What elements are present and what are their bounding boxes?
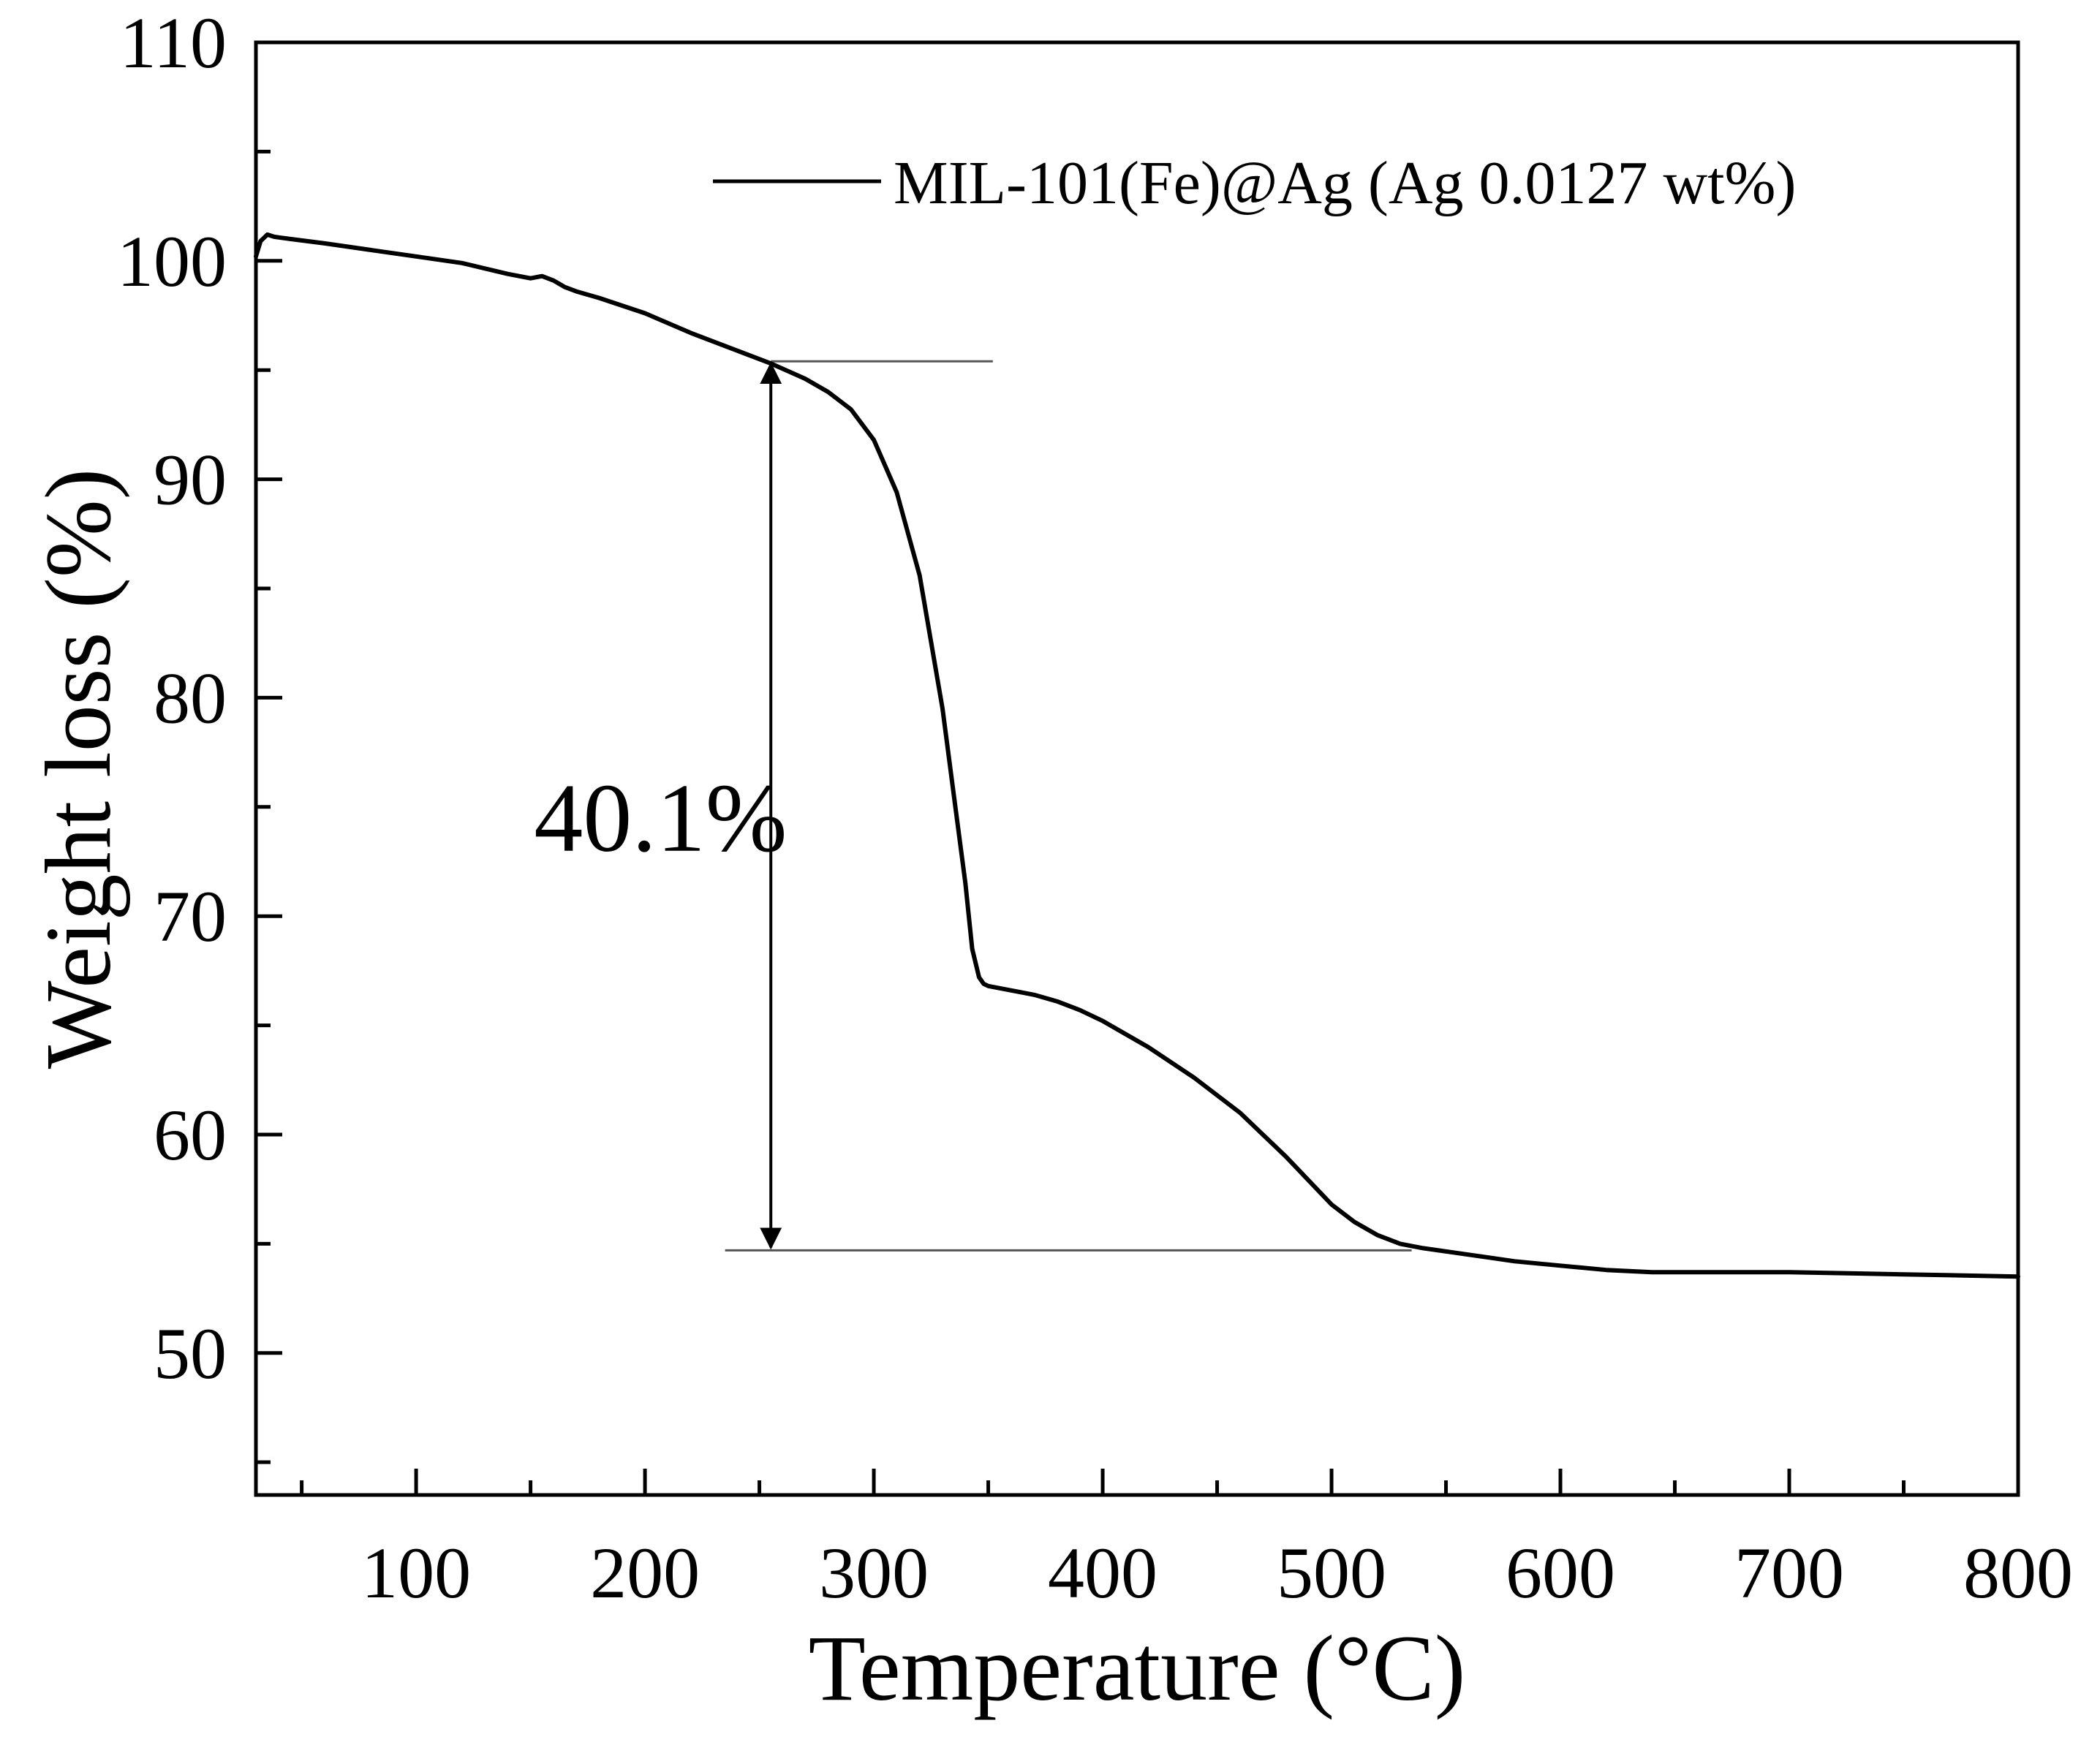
x-tick-label: 800	[1963, 1532, 2073, 1613]
x-tick-label: 300	[819, 1532, 929, 1613]
y-tick-label: 110	[120, 2, 227, 83]
x-tick-label: 400	[1048, 1532, 1157, 1613]
legend: MIL-101(Fe)@Ag (Ag 0.0127 wt%)	[713, 149, 1797, 217]
y-axis-title: Weight loss (%)	[26, 469, 130, 1070]
series-line-0	[254, 232, 2020, 1279]
x-axis-title: Temperature (°C)	[809, 1616, 1466, 1720]
y-tick-label: 80	[154, 657, 227, 738]
axis-ticks: 100 200 300 400 500 600 700 800 50 60 70 80 90 100 110	[117, 2, 2073, 1613]
x-tick-label: 100	[361, 1532, 471, 1613]
x-tick-label: 500	[1277, 1532, 1386, 1613]
x-tick-label: 600	[1506, 1532, 1615, 1613]
y-tick-label: 100	[117, 221, 227, 302]
weight-loss-label: 40.1%	[534, 764, 787, 872]
x-tick-label: 700	[1734, 1532, 1844, 1613]
series-layer	[254, 232, 2020, 1279]
y-tick-label: 60	[154, 1094, 227, 1176]
y-tick-label: 70	[154, 876, 227, 957]
y-tick-label: 50	[154, 1313, 227, 1394]
annotations: 40.1%	[534, 360, 1412, 1252]
plot-frame	[254, 40, 2020, 1497]
x-tick-label: 200	[590, 1532, 700, 1613]
legend-label: MIL-101(Fe)@Ag (Ag 0.0127 wt%)	[894, 149, 1797, 217]
y-tick-label: 90	[154, 439, 227, 521]
